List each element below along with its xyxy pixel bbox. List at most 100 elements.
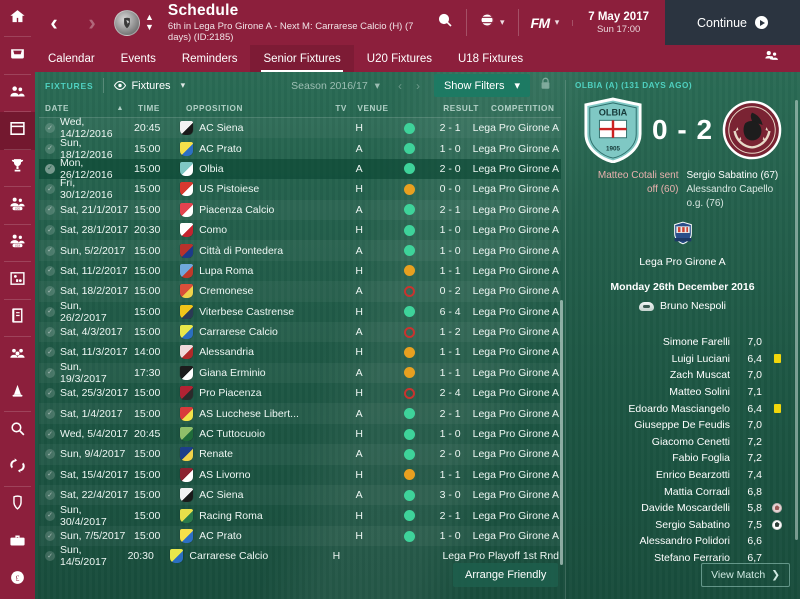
table-row[interactable]: Sun, 7/5/2017 15:00 AC Prato H 1 - 0 Leg… — [39, 525, 561, 547]
player-rating-row[interactable]: Luigi Luciani 6,4 — [565, 351, 790, 368]
table-row[interactable]: Sat, 22/4/2017 15:00 AC Siena A 3 - 0 Le… — [39, 485, 561, 506]
cell-opposition[interactable]: AC Prato — [178, 529, 311, 543]
cell-opposition[interactable]: Como — [178, 223, 311, 238]
player-rating-row[interactable]: Simone Farelli 7,0 — [565, 334, 790, 351]
player-rating-row[interactable]: Edoardo Masciangelo 6,4 — [565, 400, 790, 417]
table-row[interactable]: Sat, 28/1/2017 20:30 Como H 1 - 0 Lega P… — [39, 220, 561, 240]
show-filters-button[interactable]: Show Filters ▾ — [433, 74, 530, 97]
cell-opposition[interactable]: AC Prato — [178, 141, 311, 156]
tab-events[interactable]: Events — [108, 45, 169, 72]
table-row[interactable]: Sun, 14/5/2017 20:30 Carrarese Calcio H … — [39, 544, 561, 568]
forward-button[interactable]: › — [73, 0, 111, 45]
sidebar-item-home[interactable] — [0, 0, 35, 38]
sidebar-item-inbox[interactable] — [0, 37, 35, 76]
table-row[interactable]: Sun, 9/4/2017 15:00 Renate A 2 - 0 Lega … — [39, 444, 561, 465]
sidebar-item-tactics[interactable] — [0, 262, 35, 300]
column-header-date[interactable]: DATE ▲ — [39, 104, 136, 113]
table-row[interactable]: Sat, 11/2/2017 15:00 Lupa Roma H 1 - 1 L… — [39, 261, 561, 281]
sidebar-item-training[interactable] — [0, 300, 35, 338]
sidebar-item-u20-squad[interactable]: U20 — [0, 187, 35, 226]
sidebar-item-schedule[interactable] — [0, 112, 35, 151]
tab-calendar[interactable]: Calendar — [35, 45, 108, 72]
cell-opposition[interactable]: Racing Roma — [178, 508, 311, 523]
player-rating-row[interactable]: Giacomo Cenetti 7,2 — [565, 434, 790, 451]
table-row[interactable]: Wed, 5/4/2017 20:45 AC Tuttocuoio H 1 - … — [39, 424, 561, 444]
lock-button[interactable] — [530, 77, 559, 95]
table-row[interactable]: Wed, 14/12/2016 20:45 AC Siena H 2 - 1 L… — [39, 116, 561, 140]
world-button[interactable]: ▾ — [465, 0, 518, 45]
sidebar-item-transfers[interactable] — [0, 449, 35, 488]
player-rating-row[interactable]: Zach Muscat 7,0 — [565, 367, 790, 384]
cell-opposition[interactable]: Piacenza Calcio — [178, 202, 311, 217]
sidebar-item-search[interactable] — [0, 412, 35, 449]
column-header-competition[interactable]: COMPETITION — [491, 103, 555, 113]
sidebar-item-development[interactable] — [0, 374, 35, 413]
fm-menu-button[interactable]: FM ▾ — [517, 0, 573, 45]
cell-opposition[interactable]: Lupa Roma — [178, 263, 311, 278]
tab-u18-fixtures[interactable]: U18 Fixtures — [445, 45, 536, 72]
column-header-venue[interactable]: VENUE — [357, 103, 389, 113]
table-row[interactable]: Sat, 21/1/2017 15:00 Piacenza Calcio A 2… — [39, 199, 561, 220]
continue-button[interactable]: Continue — [665, 0, 800, 45]
table-row[interactable]: Sun, 5/2/2017 15:00 Città di Pontedera A… — [39, 240, 561, 261]
club-crest-icon[interactable] — [114, 9, 140, 36]
sidebar-item-squad[interactable] — [0, 75, 35, 113]
sidebar-item-competitions[interactable] — [0, 150, 35, 188]
sidebar-item-finances[interactable]: £ — [0, 562, 35, 599]
table-row[interactable]: Sun, 26/2/2017 15:00 Viterbese Castrense… — [39, 300, 561, 324]
table-row[interactable]: Mon, 26/12/2016 15:00 Olbia A 2 - 0 Lega… — [39, 157, 561, 181]
player-rating-row[interactable]: Davide Moscardelli 5,8 — [565, 500, 790, 517]
column-header-tv[interactable]: TV — [335, 103, 347, 113]
tab-u20-fixtures[interactable]: U20 Fixtures — [354, 45, 445, 72]
table-row[interactable]: Sat, 18/2/2017 15:00 Cremonese A 0 - 2 L… — [39, 281, 561, 302]
cell-opposition[interactable]: Cremonese — [178, 284, 311, 299]
table-row[interactable]: Sat, 1/4/2017 15:00 AS Lucchese Libert..… — [39, 403, 561, 424]
player-rating-row[interactable]: Sergio Sabatino 7,5 — [565, 517, 790, 534]
table-row[interactable]: Sat, 4/3/2017 15:00 Carrarese Calcio A 1… — [39, 321, 561, 343]
table-row[interactable]: Sat, 11/3/2017 14:00 Alessandria H 1 - 1… — [39, 342, 561, 362]
prev-season-button[interactable]: ‹ — [397, 78, 402, 93]
cell-opposition[interactable]: Renate — [178, 447, 311, 462]
cell-opposition[interactable]: Città di Pontedera — [178, 243, 311, 258]
match-panel-scrollbar[interactable] — [795, 100, 798, 540]
search-button[interactable] — [424, 0, 466, 45]
column-header-time[interactable]: TIME — [138, 103, 160, 113]
cell-opposition[interactable]: Alessandria — [178, 345, 311, 360]
cell-opposition[interactable]: AS Livorno — [178, 467, 311, 482]
player-rating-row[interactable]: Stefano Ferrario 6,7 — [565, 550, 790, 567]
sidebar-item-scouting[interactable] — [0, 487, 35, 524]
player-rating-row[interactable]: Matteo Solini 7,1 — [565, 384, 790, 401]
cell-opposition[interactable]: AC Tuttocuoio — [178, 427, 311, 442]
sidebar-item-board[interactable] — [0, 524, 35, 561]
cell-opposition[interactable]: Carrarese Calcio — [178, 325, 311, 340]
cell-opposition[interactable]: AS Lucchese Libert... — [178, 406, 311, 421]
player-rating-row[interactable]: Enrico Bearzotti 7,4 — [565, 467, 790, 484]
table-row[interactable]: Sat, 15/4/2017 15:00 AS Livorno H 1 - 1 … — [39, 465, 561, 485]
table-row[interactable]: Sun, 18/12/2016 15:00 AC Prato A 1 - 0 L… — [39, 137, 561, 161]
arrange-friendly-button[interactable]: Arrange Friendly — [453, 563, 559, 587]
view-match-button[interactable]: View Match ❯ — [701, 563, 790, 587]
table-row[interactable]: Sat, 25/3/2017 15:00 Pro Piacenza H 2 - … — [39, 383, 561, 403]
player-rating-row[interactable]: Fabio Foglia 7,2 — [565, 450, 790, 467]
sidebar-item-staff[interactable] — [0, 337, 35, 374]
people-group-button[interactable] — [763, 49, 800, 69]
next-season-button[interactable]: › — [415, 78, 420, 93]
sidebar-item-u18-squad[interactable]: U18 — [0, 225, 35, 263]
cell-opposition[interactable]: AC Siena — [178, 121, 311, 136]
cell-opposition[interactable]: AC Siena — [178, 488, 311, 503]
cell-opposition[interactable]: Giana Erminio — [178, 365, 311, 380]
table-row[interactable]: Fri, 30/12/2016 15:00 US Pistoiese H 0 -… — [39, 177, 561, 201]
player-rating-row[interactable]: Alessandro Polidori 6,6 — [565, 533, 790, 550]
column-header-result[interactable]: RESULT — [443, 103, 479, 113]
season-selector[interactable]: Season 2016/17 ▾ — [283, 77, 388, 95]
column-header-opposition[interactable]: OPPOSITION — [186, 103, 243, 113]
club-switcher[interactable]: ▲ ▼ — [145, 13, 154, 32]
back-button[interactable]: ‹ — [35, 0, 73, 45]
cell-opposition[interactable]: Carrarese Calcio — [168, 549, 291, 564]
table-row[interactable]: Sun, 19/3/2017 17:30 Giana Erminio A 1 -… — [39, 361, 561, 385]
player-rating-row[interactable]: Giuseppe De Feudis 7,0 — [565, 417, 790, 434]
cell-opposition[interactable]: US Pistoiese — [178, 182, 311, 197]
player-rating-row[interactable]: Mattia Corradi 6,8 — [565, 483, 790, 500]
cell-opposition[interactable]: Olbia — [178, 161, 311, 176]
view-selector[interactable]: Fixtures ▾ — [106, 80, 193, 92]
